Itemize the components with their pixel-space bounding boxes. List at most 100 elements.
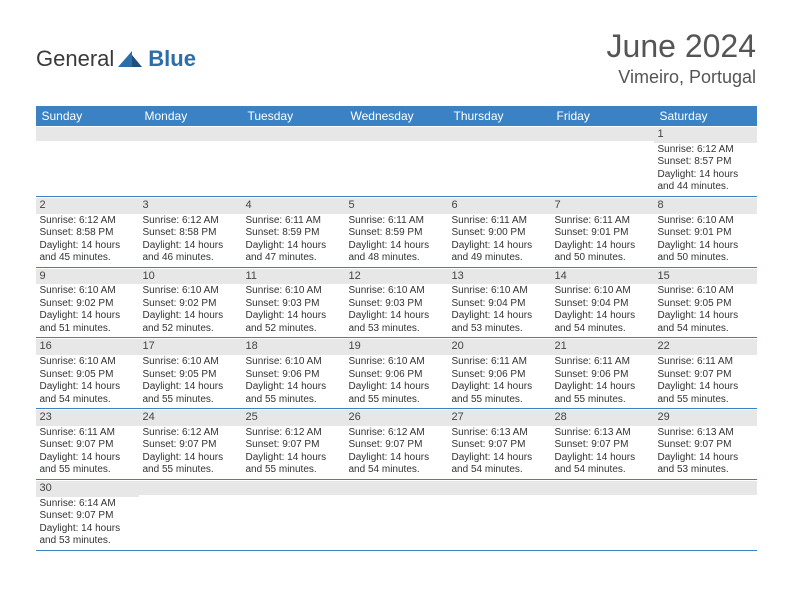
calendar-cell — [551, 126, 654, 196]
day-info-line: and 55 minutes. — [246, 394, 341, 407]
day-info-line: Sunset: 9:05 PM — [143, 369, 238, 382]
day-info-line: Daylight: 14 hours — [40, 310, 135, 323]
day-info-line: and 46 minutes. — [143, 252, 238, 265]
calendar-cell: 9Sunrise: 6:10 AMSunset: 9:02 PMDaylight… — [36, 268, 139, 338]
calendar-cell: 13Sunrise: 6:10 AMSunset: 9:04 PMDayligh… — [448, 268, 551, 338]
day-info-line: Daylight: 14 hours — [246, 452, 341, 465]
day-number — [242, 481, 345, 495]
day-info-line: and 55 minutes. — [246, 464, 341, 477]
day-info-line: and 47 minutes. — [246, 252, 341, 265]
day-info-line: Daylight: 14 hours — [555, 240, 650, 253]
day-number: 23 — [36, 410, 139, 426]
day-info-line: Sunset: 9:07 PM — [246, 439, 341, 452]
brand-logo: General Blue — [36, 46, 196, 72]
brand-name-2: Blue — [148, 46, 196, 72]
day-info-line: and 53 minutes. — [658, 464, 753, 477]
calendar-cell: 5Sunrise: 6:11 AMSunset: 8:59 PMDaylight… — [345, 197, 448, 267]
calendar-cell — [242, 480, 345, 550]
day-info-line: Sunset: 9:02 PM — [40, 298, 135, 311]
day-number: 27 — [448, 410, 551, 426]
day-info-line: Sunset: 9:07 PM — [555, 439, 650, 452]
day-number — [551, 127, 654, 141]
calendar-cell: 11Sunrise: 6:10 AMSunset: 9:03 PMDayligh… — [242, 268, 345, 338]
calendar-cell — [139, 126, 242, 196]
day-header: Thursday — [448, 106, 551, 126]
calendar-cell — [345, 126, 448, 196]
calendar-cell: 25Sunrise: 6:12 AMSunset: 9:07 PMDayligh… — [242, 409, 345, 479]
calendar-cell: 12Sunrise: 6:10 AMSunset: 9:03 PMDayligh… — [345, 268, 448, 338]
day-info-line: Sunset: 8:57 PM — [658, 156, 753, 169]
day-number: 7 — [551, 198, 654, 214]
day-info-line: Sunset: 9:04 PM — [452, 298, 547, 311]
calendar-week: 30Sunrise: 6:14 AMSunset: 9:07 PMDayligh… — [36, 480, 757, 551]
day-header: Friday — [551, 106, 654, 126]
day-info-line: Sunset: 9:06 PM — [246, 369, 341, 382]
calendar-cell — [448, 480, 551, 550]
day-number: 2 — [36, 198, 139, 214]
day-info-line: Sunrise: 6:10 AM — [246, 285, 341, 298]
day-info-line: Daylight: 14 hours — [349, 381, 444, 394]
day-info-line: and 48 minutes. — [349, 252, 444, 265]
day-number — [551, 481, 654, 495]
calendar-cell: 16Sunrise: 6:10 AMSunset: 9:05 PMDayligh… — [36, 338, 139, 408]
flag-icon — [118, 49, 144, 69]
day-info-line: and 54 minutes. — [555, 323, 650, 336]
calendar-week: 16Sunrise: 6:10 AMSunset: 9:05 PMDayligh… — [36, 338, 757, 409]
day-number: 10 — [139, 269, 242, 285]
calendar: SundayMondayTuesdayWednesdayThursdayFrid… — [36, 106, 757, 551]
day-info-line: and 44 minutes. — [658, 181, 753, 194]
day-info-line: Sunrise: 6:10 AM — [658, 215, 753, 228]
day-info-line: and 51 minutes. — [40, 323, 135, 336]
day-info-line: Sunrise: 6:10 AM — [40, 285, 135, 298]
calendar-cell: 1Sunrise: 6:12 AMSunset: 8:57 PMDaylight… — [654, 126, 757, 196]
day-info-line: and 55 minutes. — [452, 394, 547, 407]
calendar-cell: 28Sunrise: 6:13 AMSunset: 9:07 PMDayligh… — [551, 409, 654, 479]
day-info-line: Sunset: 8:59 PM — [349, 227, 444, 240]
day-info-line: Daylight: 14 hours — [143, 240, 238, 253]
calendar-cell: 17Sunrise: 6:10 AMSunset: 9:05 PMDayligh… — [139, 338, 242, 408]
day-info-line: Daylight: 14 hours — [452, 381, 547, 394]
day-info-line: and 54 minutes. — [555, 464, 650, 477]
day-info-line: Sunset: 9:07 PM — [658, 369, 753, 382]
calendar-cell: 20Sunrise: 6:11 AMSunset: 9:06 PMDayligh… — [448, 338, 551, 408]
calendar-week: 2Sunrise: 6:12 AMSunset: 8:58 PMDaylight… — [36, 197, 757, 268]
day-number: 5 — [345, 198, 448, 214]
day-info-line: and 55 minutes. — [555, 394, 650, 407]
day-info-line: Daylight: 14 hours — [658, 310, 753, 323]
day-number — [139, 127, 242, 141]
day-number: 25 — [242, 410, 345, 426]
day-info-line: Daylight: 14 hours — [143, 310, 238, 323]
day-info-line: Sunrise: 6:12 AM — [246, 427, 341, 440]
day-info-line: Sunset: 9:04 PM — [555, 298, 650, 311]
day-info-line: Sunset: 9:02 PM — [143, 298, 238, 311]
day-info-line: Sunset: 9:06 PM — [349, 369, 444, 382]
day-number: 19 — [345, 339, 448, 355]
day-info-line: and 54 minutes. — [658, 323, 753, 336]
day-info-line: Daylight: 14 hours — [143, 381, 238, 394]
day-info-line: Daylight: 14 hours — [555, 310, 650, 323]
day-number: 18 — [242, 339, 345, 355]
day-info-line: Sunset: 9:07 PM — [143, 439, 238, 452]
day-info-line: Sunrise: 6:10 AM — [349, 356, 444, 369]
day-number: 13 — [448, 269, 551, 285]
day-info-line: and 55 minutes. — [143, 464, 238, 477]
day-info-line: Sunset: 8:58 PM — [143, 227, 238, 240]
calendar-cell: 15Sunrise: 6:10 AMSunset: 9:05 PMDayligh… — [654, 268, 757, 338]
day-info-line: Daylight: 14 hours — [658, 452, 753, 465]
day-info-line: Sunset: 9:00 PM — [452, 227, 547, 240]
calendar-cell — [654, 480, 757, 550]
day-info-line: and 55 minutes. — [658, 394, 753, 407]
calendar-cell — [139, 480, 242, 550]
brand-name-1: General — [36, 46, 114, 72]
day-info-line: Daylight: 14 hours — [246, 310, 341, 323]
calendar-cell: 26Sunrise: 6:12 AMSunset: 9:07 PMDayligh… — [345, 409, 448, 479]
calendar-week: 9Sunrise: 6:10 AMSunset: 9:02 PMDaylight… — [36, 268, 757, 339]
day-info-line: Sunrise: 6:13 AM — [658, 427, 753, 440]
day-info-line: Sunset: 9:05 PM — [658, 298, 753, 311]
calendar-cell: 23Sunrise: 6:11 AMSunset: 9:07 PMDayligh… — [36, 409, 139, 479]
day-info-line: and 54 minutes. — [452, 464, 547, 477]
day-info-line: Daylight: 14 hours — [452, 240, 547, 253]
day-info-line: Sunrise: 6:12 AM — [349, 427, 444, 440]
day-info-line: Sunrise: 6:10 AM — [143, 285, 238, 298]
day-info-line: and 53 minutes. — [452, 323, 547, 336]
